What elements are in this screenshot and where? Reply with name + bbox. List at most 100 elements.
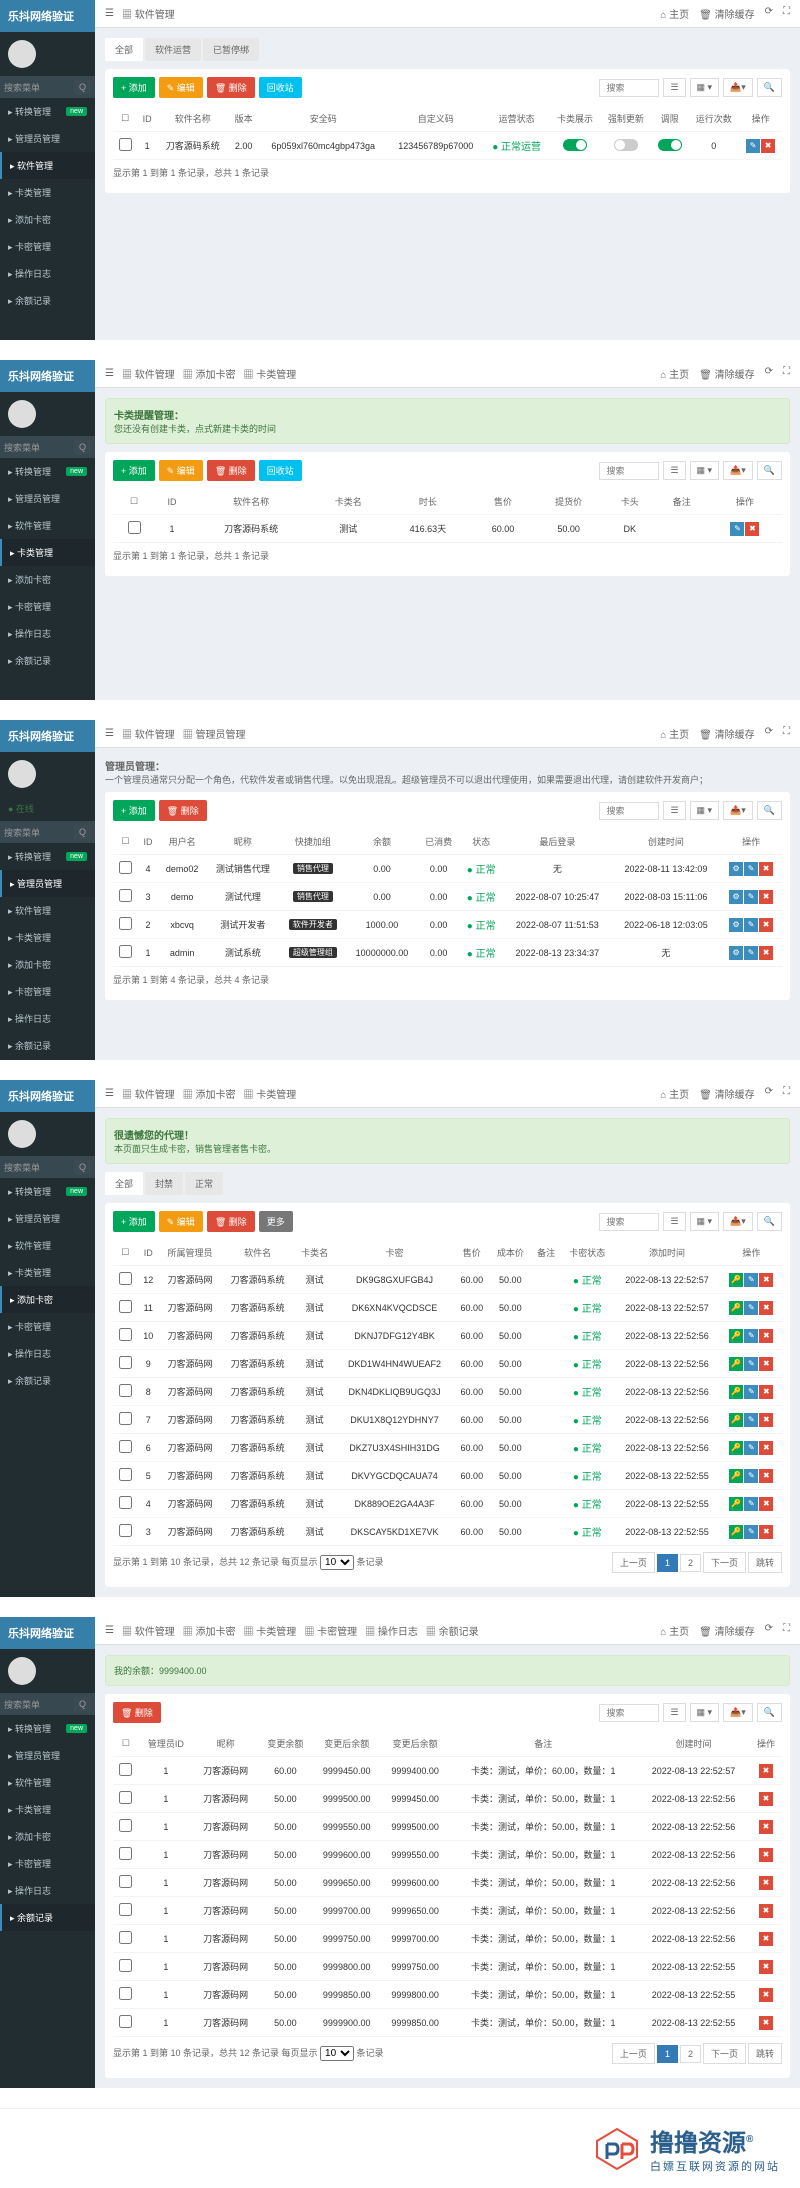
menu-item-3[interactable]: ▸ 卡类管理 xyxy=(0,924,95,951)
col-header[interactable]: 状态 xyxy=(459,829,503,855)
col-header[interactable]: 添加时间 xyxy=(613,1240,721,1266)
clear-cache[interactable]: 🗑 清除缓存 xyxy=(699,1623,754,1638)
add-button[interactable]: + 添加 xyxy=(113,77,155,98)
menu-item-4[interactable]: ▸ 添加卡密 xyxy=(0,951,95,978)
page-4[interactable]: 跳转 xyxy=(748,2043,782,2064)
breadcrumb-0[interactable]: ▦ 软件管理 xyxy=(122,6,175,21)
action-s[interactable]: ⚙ xyxy=(729,862,743,876)
col-header[interactable]: ☐ xyxy=(113,829,138,855)
search-icon[interactable]: 🔍 xyxy=(757,461,782,480)
search-input[interactable] xyxy=(599,79,659,97)
col-header[interactable]: 最后登录 xyxy=(503,829,612,855)
action-s[interactable]: ⚙ xyxy=(729,946,743,960)
expand-icon[interactable]: ⛶ xyxy=(783,6,790,21)
search-icon[interactable]: 🔍 xyxy=(757,1212,782,1231)
row-checkbox[interactable] xyxy=(119,917,132,930)
col-header[interactable]: 卡类名 xyxy=(313,489,383,515)
sidebar-search[interactable]: 搜索菜单Q xyxy=(0,821,95,843)
menu-toggle[interactable]: ☰ xyxy=(105,728,114,739)
avatar[interactable] xyxy=(8,40,36,68)
action-d[interactable]: ✖ xyxy=(759,1848,773,1862)
col-header[interactable]: 调限 xyxy=(651,106,688,132)
action-d[interactable]: ✖ xyxy=(759,2016,773,2030)
action-k[interactable]: 🔑 xyxy=(729,1413,743,1427)
delete-button[interactable]: 🗑 删除 xyxy=(159,800,207,821)
add-button[interactable]: + 添加 xyxy=(113,800,155,821)
row-checkbox[interactable] xyxy=(119,1847,132,1860)
action-k[interactable]: 🔑 xyxy=(729,1385,743,1399)
col-header[interactable]: 操作 xyxy=(708,489,782,515)
delete-button[interactable]: 🗑 删除 xyxy=(207,77,255,98)
action-d[interactable]: ✖ xyxy=(759,1960,773,1974)
sidebar-search[interactable]: 搜索菜单Q xyxy=(0,1693,95,1715)
search-input[interactable] xyxy=(599,1213,659,1231)
menu-item-4[interactable]: ▸ 添加卡密 xyxy=(0,1823,95,1850)
action-k[interactable]: 🔑 xyxy=(729,1525,743,1539)
action-e[interactable]: ✎ xyxy=(744,1385,758,1399)
row-checkbox[interactable] xyxy=(119,1987,132,2000)
action-e[interactable]: ✎ xyxy=(744,946,758,960)
col-header[interactable]: 运营状态 xyxy=(484,106,550,132)
row-checkbox[interactable] xyxy=(119,138,132,151)
toggle-display[interactable] xyxy=(563,139,587,151)
menu-item-7[interactable]: ▸ 余额记录 xyxy=(0,1367,95,1394)
action-d[interactable]: ✖ xyxy=(759,1525,773,1539)
col-header[interactable]: ID xyxy=(138,1240,159,1266)
sidebar-search[interactable]: 搜索菜单Q xyxy=(0,1156,95,1178)
action-d[interactable]: ✖ xyxy=(745,522,759,536)
search-icon[interactable]: 🔍 xyxy=(757,78,782,97)
action-k[interactable]: 🔑 xyxy=(729,1469,743,1483)
breadcrumb-1[interactable]: ▦ 添加卡密 xyxy=(183,366,236,381)
per-page[interactable]: 10 xyxy=(320,1555,354,1570)
col-header[interactable]: 卡密状态 xyxy=(561,1240,613,1266)
col-header[interactable]: ID xyxy=(137,106,157,132)
home-link[interactable]: ⌂ 主页 xyxy=(660,1623,689,1638)
expand-icon[interactable]: ⛶ xyxy=(783,726,790,741)
expand-icon[interactable]: ⛶ xyxy=(783,1086,790,1101)
breadcrumb-0[interactable]: ▦ 软件管理 xyxy=(122,1086,175,1101)
home-link[interactable]: ⌂ 主页 xyxy=(660,6,689,21)
action-d[interactable]: ✖ xyxy=(759,1357,773,1371)
menu-toggle[interactable]: ☰ xyxy=(105,368,114,379)
action-d[interactable]: ✖ xyxy=(759,1764,773,1778)
per-page[interactable]: 10 xyxy=(320,2046,354,2061)
menu-item-2[interactable]: ▸ 软件管理 xyxy=(0,1232,95,1259)
breadcrumb-5[interactable]: ▦ 余额记录 xyxy=(426,1623,479,1638)
row-checkbox[interactable] xyxy=(119,1931,132,1944)
breadcrumb-4[interactable]: ▦ 操作日志 xyxy=(365,1623,418,1638)
action-e[interactable]: ✎ xyxy=(744,1441,758,1455)
home-link[interactable]: ⌂ 主页 xyxy=(660,1086,689,1101)
menu-item-5[interactable]: ▸ 卡密管理 xyxy=(0,233,95,260)
col-header[interactable]: 操作 xyxy=(721,1240,782,1266)
col-header[interactable]: 创建时间 xyxy=(612,829,721,855)
menu-item-3[interactable]: ▸ 卡类管理 xyxy=(0,1796,95,1823)
tab-2[interactable]: 正常 xyxy=(185,1172,223,1195)
action-k[interactable]: 🔑 xyxy=(729,1441,743,1455)
col-header[interactable]: 运行次数 xyxy=(688,106,739,132)
col-header[interactable]: 昵称 xyxy=(193,1731,258,1757)
sidebar-search[interactable]: 搜索菜单Q xyxy=(0,436,95,458)
action-e[interactable]: ✎ xyxy=(744,1329,758,1343)
action-e[interactable]: ✎ xyxy=(744,1469,758,1483)
menu-item-3[interactable]: ▸ 卡类管理 xyxy=(0,1259,95,1286)
breadcrumb-0[interactable]: ▦ 软件管理 xyxy=(122,1623,175,1638)
refresh-icon[interactable]: ⟳ xyxy=(765,6,773,21)
menu-item-5[interactable]: ▸ 卡密管理 xyxy=(0,593,95,620)
breadcrumb-3[interactable]: ▦ 卡密管理 xyxy=(304,1623,357,1638)
avatar[interactable] xyxy=(8,400,36,428)
avatar[interactable] xyxy=(8,1657,36,1685)
row-checkbox[interactable] xyxy=(119,861,132,874)
toggle-update[interactable] xyxy=(614,139,638,151)
expand-icon[interactable]: ⛶ xyxy=(783,1623,790,1638)
col-header[interactable]: 成本价 xyxy=(490,1240,531,1266)
menu-item-1[interactable]: ▸ 管理员管理 xyxy=(0,485,95,512)
export-icon[interactable]: 📤▾ xyxy=(723,78,753,97)
action-d[interactable]: ✖ xyxy=(759,1301,773,1315)
menu-item-2[interactable]: ▸ 软件管理 xyxy=(0,512,95,539)
breadcrumb-1[interactable]: ▦ 管理员管理 xyxy=(183,726,246,741)
action-d[interactable]: ✖ xyxy=(759,1497,773,1511)
menu-toggle[interactable]: ☰ xyxy=(105,1088,114,1099)
col-header[interactable]: 变更后余额 xyxy=(313,1731,381,1757)
delete-button[interactable]: 🗑 删除 xyxy=(113,1702,161,1723)
col-header[interactable]: 昵称 xyxy=(206,829,280,855)
